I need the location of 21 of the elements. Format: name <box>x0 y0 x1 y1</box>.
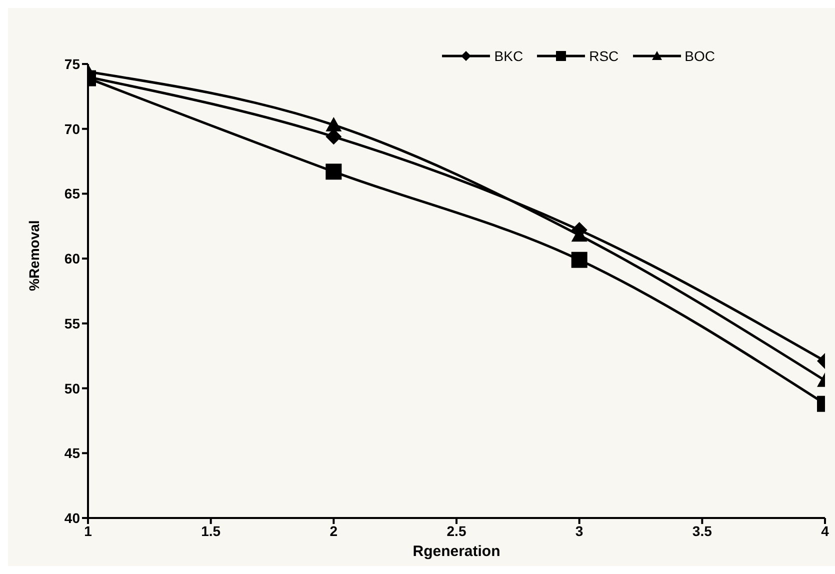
point <box>326 116 342 132</box>
legend-label: BOC <box>684 48 715 64</box>
y-tick-label: 40 <box>64 510 80 526</box>
x-tick-label: 1 <box>84 522 92 539</box>
y-tick-label: 45 <box>64 445 80 462</box>
legend-label: RSC <box>589 48 619 64</box>
y-tick-label: 60 <box>64 250 80 267</box>
x-tick-label: 1.5 <box>201 522 221 539</box>
y-tick-label: 55 <box>64 315 80 332</box>
x-tick-label: 2.5 <box>446 522 466 539</box>
x-tick-label: 2 <box>330 522 338 539</box>
x-tick-label: 3.5 <box>692 522 712 539</box>
y-axis-title: %Removal <box>26 220 42 291</box>
y-tick-label: 65 <box>64 186 80 202</box>
y-tick-label: 75 <box>64 56 80 72</box>
y-tick-label: 70 <box>64 120 80 137</box>
x-tick-label: 4 <box>821 522 830 539</box>
x-axis-title: Rgeneration <box>412 543 500 560</box>
legend-label: BKC <box>494 48 524 64</box>
x-tick-label: 3 <box>575 522 584 539</box>
y-tick-label: 50 <box>64 380 80 396</box>
